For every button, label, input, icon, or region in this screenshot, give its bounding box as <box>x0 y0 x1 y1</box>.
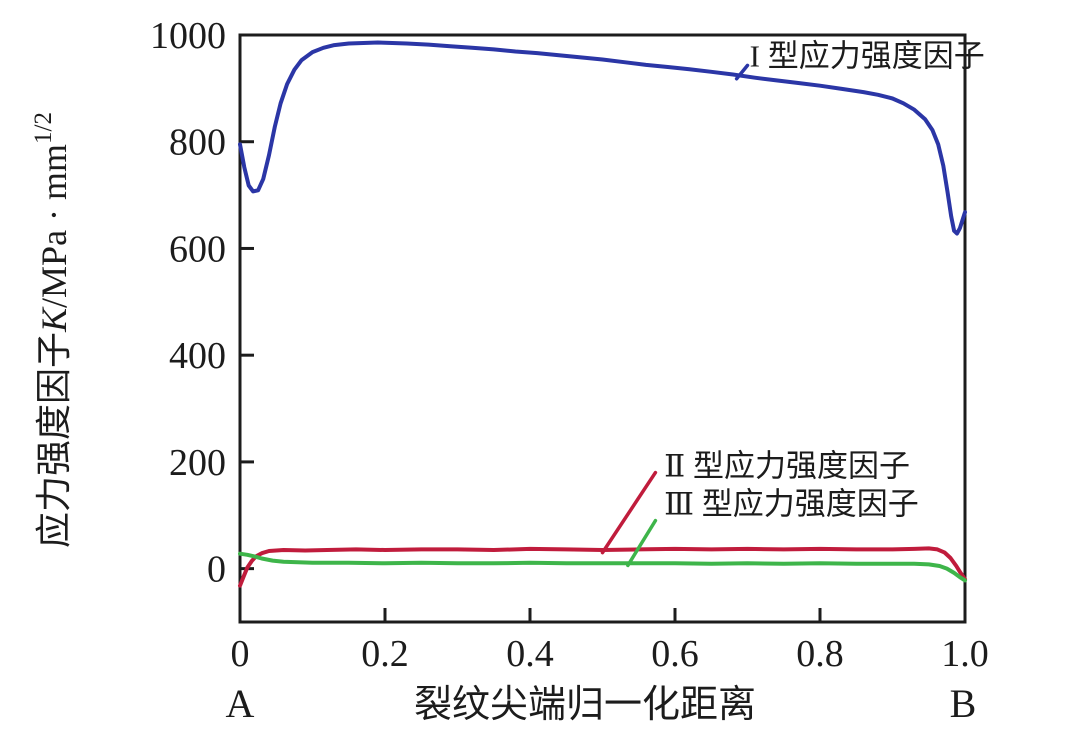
y-tick-label: 800 <box>169 122 226 164</box>
y-tick-label: 400 <box>169 335 226 377</box>
y-axis-title-prefix: 应力强度因子 <box>34 332 74 548</box>
x-tick-label: 1.0 <box>941 633 989 675</box>
endpoint-label-a: A <box>226 681 255 726</box>
endpoint-label-b: B <box>950 681 977 726</box>
series-label-mode-2: Ⅱ 型应力强度因子 <box>664 449 910 484</box>
y-tick-label: 600 <box>169 228 226 270</box>
series-label-mode-3: Ⅲ 型应力强度因子 <box>664 487 919 522</box>
x-tick-label: 0.8 <box>796 633 844 675</box>
curve-mode-3 <box>238 551 967 583</box>
y-tick-label: 1000 <box>150 15 226 57</box>
x-tick-label: 0.6 <box>651 633 699 675</box>
y-axis-title-superscript: 1/2 <box>30 112 57 144</box>
plot-layer: 0 200 400 600 800 1000 0 0.2 0.4 0.6 0.8 1.0 I 型应力强度… <box>150 15 989 675</box>
leader-line-mode-2 <box>600 470 658 555</box>
series-label-mode-1: I 型应力强度因子 <box>750 38 985 73</box>
y-tick-label: 0 <box>207 549 226 591</box>
y-axis-title-symbol: K <box>34 306 74 333</box>
leader-line-mode-1 <box>734 63 750 81</box>
y-tick-label: 200 <box>169 442 226 484</box>
plot-frame <box>238 33 967 624</box>
y-axis-title: 应力强度因子K/MPa · mm1/2 <box>30 112 74 548</box>
curve-mode-1 <box>238 40 967 236</box>
y-axis-title-unit: /MPa · mm <box>34 144 74 308</box>
x-axis-title: 裂纹尖端归一化距离 <box>414 684 756 726</box>
x-tick-label: 0.2 <box>361 633 409 675</box>
x-tick-label: 0 <box>231 633 250 675</box>
curve-mode-2 <box>238 546 967 588</box>
leader-line-mode-3 <box>626 518 658 568</box>
x-tick-label: 0.4 <box>506 633 554 675</box>
